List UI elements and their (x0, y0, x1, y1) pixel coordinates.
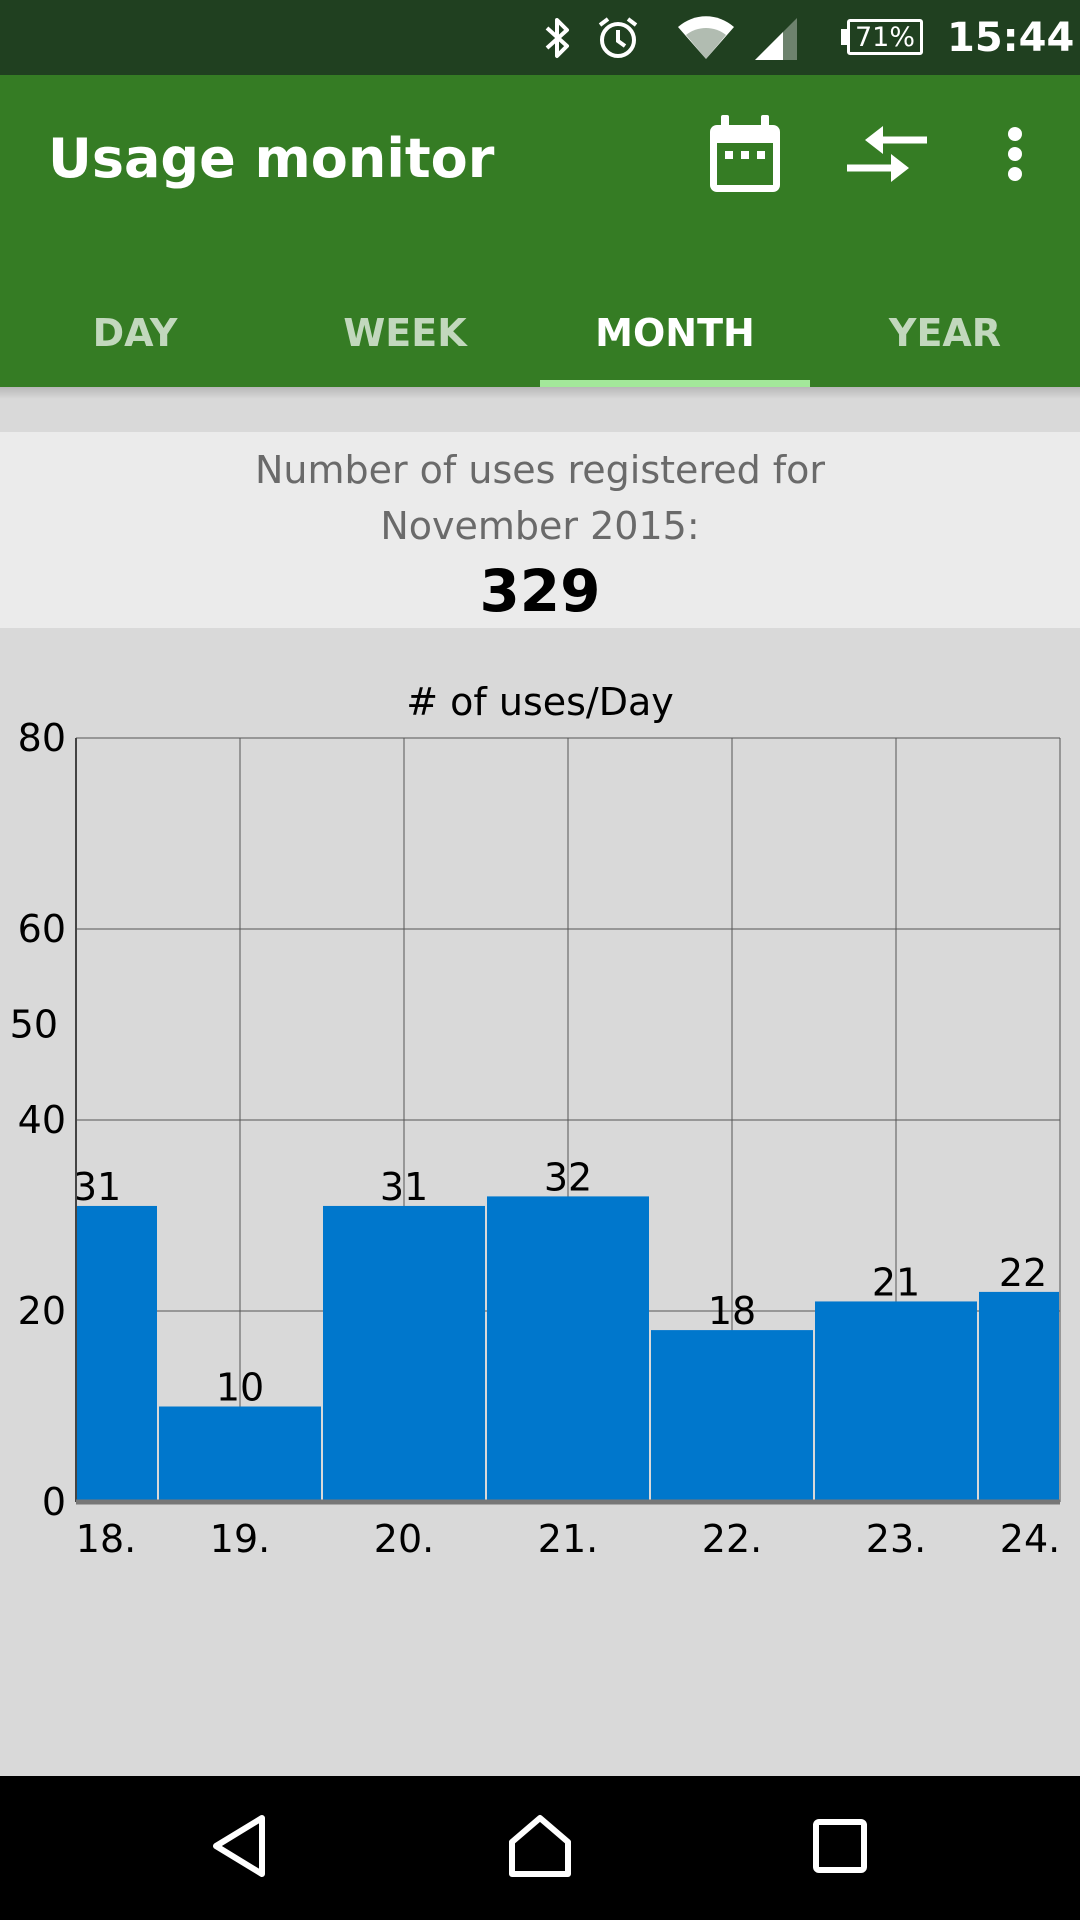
tab-week[interactable]: WEEK (343, 311, 467, 355)
bar (979, 1291, 1059, 1502)
x-tick-label: 24. (1000, 1517, 1060, 1561)
recents-button[interactable] (800, 1808, 880, 1888)
bar-value-label: 10 (216, 1366, 264, 1410)
bar (159, 1406, 321, 1502)
status-bar: 71% 15:44 (0, 0, 1080, 75)
bar-value-label: 22 (999, 1251, 1047, 1295)
y-tick-label: 80 (18, 716, 66, 760)
x-tick-label: 23. (866, 1517, 926, 1561)
clock: 15:44 (947, 15, 1075, 61)
x-tick-label: 19. (210, 1517, 270, 1561)
compare-arrows-icon (845, 124, 929, 188)
y-tick-label: 0 (42, 1480, 66, 1524)
summary-count: 329 (479, 557, 601, 625)
home-icon (507, 1814, 573, 1882)
tab-bar: DAY WEEK MONTH YEAR (0, 280, 1080, 387)
summary-line-1: Number of uses registered for (254, 448, 826, 492)
bar-value-label: 21 (872, 1260, 920, 1304)
bar-value-label: 31 (73, 1165, 121, 1209)
battery-icon: 71% (847, 19, 923, 55)
tab-day[interactable]: DAY (92, 311, 178, 355)
signal-icon (752, 14, 800, 62)
summary-panel: Number of uses registered for November 2… (0, 432, 1080, 628)
recents-icon (812, 1818, 868, 1878)
chart-title: # of uses/Day (406, 680, 674, 724)
x-tick-label: 20. (374, 1517, 434, 1561)
y-tick-label: 20 (18, 1289, 66, 1333)
bar (487, 1196, 649, 1502)
alarm-icon (594, 14, 642, 62)
more-vert-icon (1005, 126, 1025, 186)
bluetooth-icon (540, 14, 576, 62)
x-tick-label: 21. (538, 1517, 598, 1561)
app-bar: Usage monitor (0, 75, 1080, 387)
bar (651, 1330, 813, 1502)
bar-value-label: 32 (544, 1155, 592, 1199)
summary-line-2: November 2015: (380, 504, 700, 548)
calendar-icon (707, 113, 783, 199)
bar (815, 1301, 977, 1502)
battery-nub (841, 29, 847, 45)
calendar-button[interactable] (700, 113, 790, 199)
x-tick-label: 18. (76, 1517, 136, 1561)
battery-percent: 71% (854, 21, 915, 53)
y-tick-label: 40 (18, 1098, 66, 1142)
back-icon (210, 1814, 270, 1882)
tab-month[interactable]: MONTH (540, 280, 810, 387)
app-bar-shadow (0, 387, 1080, 399)
navigation-bar (0, 1776, 1080, 1920)
bar-value-label: 18 (708, 1289, 756, 1333)
y-tick-label: 60 (18, 907, 66, 951)
bar (323, 1205, 485, 1502)
x-tick-label: 22. (702, 1517, 762, 1561)
tab-year[interactable]: YEAR (888, 311, 1002, 355)
home-button[interactable] (500, 1808, 580, 1888)
y-tick-label: 50 (10, 1003, 58, 1047)
app-title: Usage monitor (48, 127, 495, 190)
compare-button[interactable] (842, 113, 932, 199)
overflow-menu-button[interactable] (985, 113, 1045, 199)
wifi-icon (676, 14, 736, 62)
bar (77, 1205, 157, 1502)
bar-value-label: 31 (380, 1165, 428, 1209)
back-button[interactable] (200, 1808, 280, 1888)
usage-bar-chart: # of uses/Day 31 10 31 32 18 21 22 0 20 40 50 60 80 18… (10, 680, 1061, 1561)
